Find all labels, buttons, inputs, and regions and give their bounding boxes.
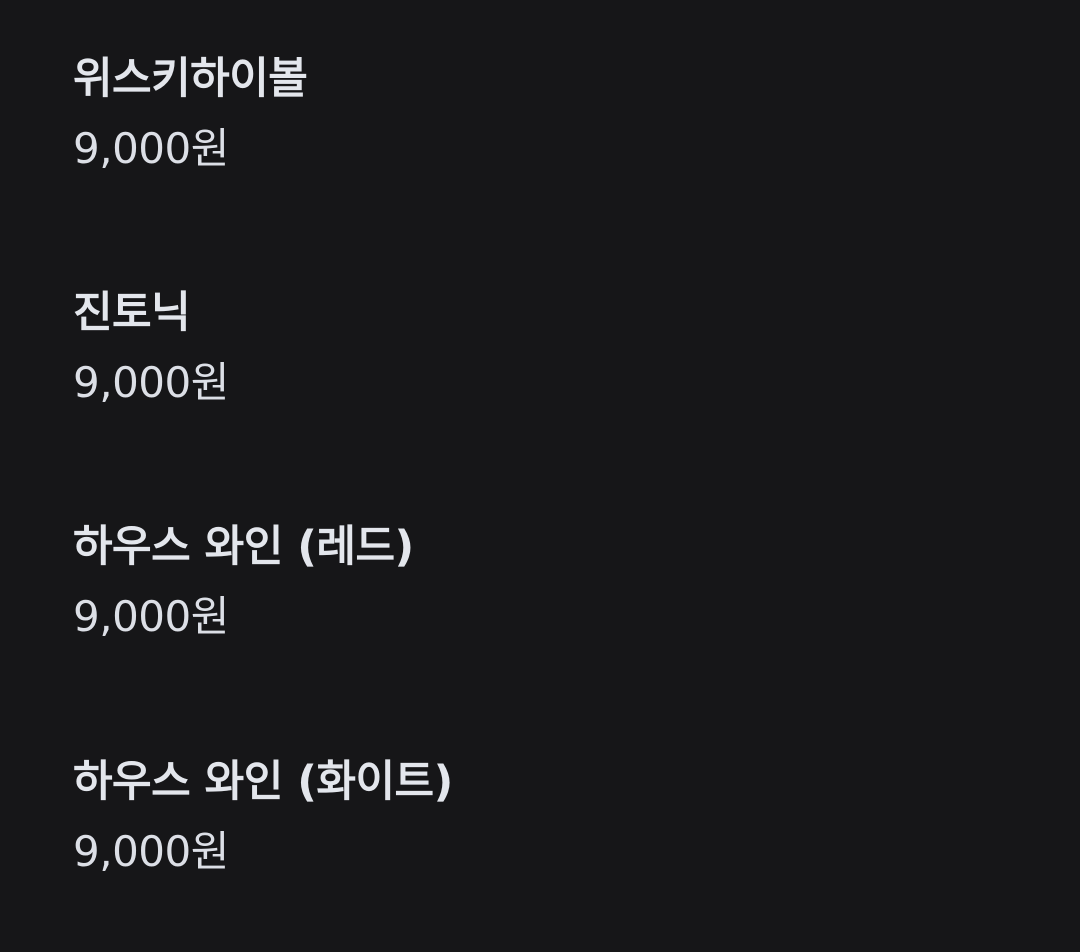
menu-item-price: 9,000원	[73, 827, 229, 876]
menu-item-price: 9,000원	[73, 124, 229, 173]
menu-item-name: 위스키하이볼	[73, 54, 308, 104]
menu-item-whisky-highball[interactable]: 위스키하이볼 9,000원	[73, 49, 1033, 249]
menu-item-gin-tonic[interactable]: 진토닉 9,000원	[73, 283, 1033, 483]
menu-item-house-wine-white[interactable]: 하우스 와인 (화이트) 9,000원	[73, 752, 1033, 952]
menu-item-price: 9,000원	[73, 358, 229, 407]
menu-item-name: 하우스 와인 (레드)	[73, 522, 414, 572]
menu-item-price: 9,000원	[73, 592, 229, 641]
menu-item-house-wine-red[interactable]: 하우스 와인 (레드) 9,000원	[73, 517, 1033, 717]
menu-item-name: 진토닉	[73, 288, 191, 338]
menu-item-name: 하우스 와인 (화이트)	[73, 757, 453, 807]
